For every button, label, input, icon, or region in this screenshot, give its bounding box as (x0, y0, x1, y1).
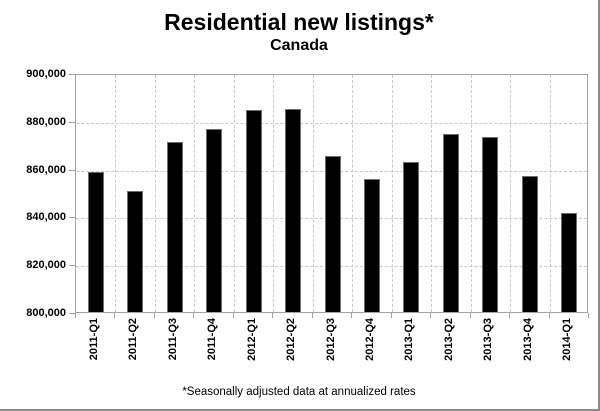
vertical-gridline (431, 75, 433, 312)
bar-2012-Q4 (363, 178, 380, 312)
x-axis-tick (430, 313, 432, 318)
x-axis-tick (351, 313, 353, 318)
bar-2014-Q1 (561, 213, 578, 312)
vertical-gridline (233, 75, 235, 312)
bar-2011-Q4 (206, 128, 223, 312)
y-axis-label: 820,000 (26, 259, 66, 272)
x-axis-tick (232, 313, 234, 318)
vertical-gridline (154, 75, 156, 312)
y-axis-tick (69, 265, 75, 267)
y-axis-tick (69, 313, 75, 314)
chart-subtitle: Canada (270, 37, 328, 54)
vertical-gridline (549, 75, 551, 312)
y-axis-tick (69, 121, 75, 123)
x-axis-label: 2012-Q4 (363, 318, 376, 361)
vertical-gridline (194, 75, 196, 312)
y-axis-tick (69, 169, 75, 171)
x-axis-tick (75, 313, 76, 318)
vertical-gridline (510, 75, 512, 312)
x-axis-label: 2012-Q1 (245, 318, 258, 361)
y-axis-tick (69, 217, 75, 219)
bar-2013-Q2 (442, 133, 459, 312)
x-axis-label: 2014-Q1 (561, 318, 574, 361)
vertical-gridline (470, 75, 472, 312)
x-axis-label: 2013-Q3 (482, 318, 495, 361)
vertical-gridline (391, 75, 393, 312)
x-axis-tick (311, 313, 313, 318)
y-axis-label: 880,000 (26, 115, 66, 128)
horizontal-gridline (76, 122, 587, 124)
x-axis-tick (548, 313, 550, 318)
bar-2012-Q1 (245, 109, 262, 312)
x-axis-label: 2013-Q1 (403, 318, 416, 361)
bar-2012-Q3 (324, 156, 341, 312)
bar-2011-Q2 (127, 190, 144, 312)
x-axis-label: 2013-Q4 (521, 318, 534, 361)
x-axis-tick (153, 313, 155, 318)
x-axis-label: 2011-Q4 (206, 318, 219, 361)
vertical-gridline (273, 75, 275, 312)
x-axis-tick (469, 313, 471, 318)
bar-2012-Q2 (285, 108, 302, 312)
y-axis-label: 900,000 (26, 68, 66, 80)
chart-title: Residential new listings* (164, 9, 434, 35)
vertical-gridline (312, 75, 314, 312)
x-axis-tick (272, 313, 274, 318)
bar-2011-Q3 (166, 141, 183, 312)
bar-2013-Q4 (521, 176, 538, 312)
x-axis-label: 2011-Q1 (87, 318, 100, 361)
y-axis-tick (69, 74, 75, 75)
bar-2011-Q1 (87, 171, 104, 312)
y-axis-label: 800,000 (26, 307, 66, 319)
bar-2013-Q1 (403, 162, 420, 312)
bar-2013-Q3 (482, 137, 499, 312)
x-axis-tick (114, 313, 116, 318)
y-axis-label: 840,000 (26, 211, 66, 224)
x-axis-tick (588, 313, 589, 318)
y-axis-label: 860,000 (26, 163, 66, 176)
x-axis-tick (509, 313, 511, 318)
x-axis-label: 2013-Q2 (442, 318, 455, 361)
chart-footnote: *Seasonally adjusted data at annualized … (182, 386, 416, 398)
x-axis-label: 2011-Q2 (127, 318, 140, 361)
vertical-gridline (115, 75, 117, 312)
plot-area (75, 74, 588, 313)
x-axis-label: 2012-Q3 (324, 318, 337, 361)
x-axis-label: 2012-Q2 (285, 318, 298, 361)
x-axis-tick (193, 313, 195, 318)
x-axis-tick (390, 313, 392, 318)
x-axis-label: 2011-Q3 (166, 318, 179, 361)
vertical-gridline (352, 75, 354, 312)
